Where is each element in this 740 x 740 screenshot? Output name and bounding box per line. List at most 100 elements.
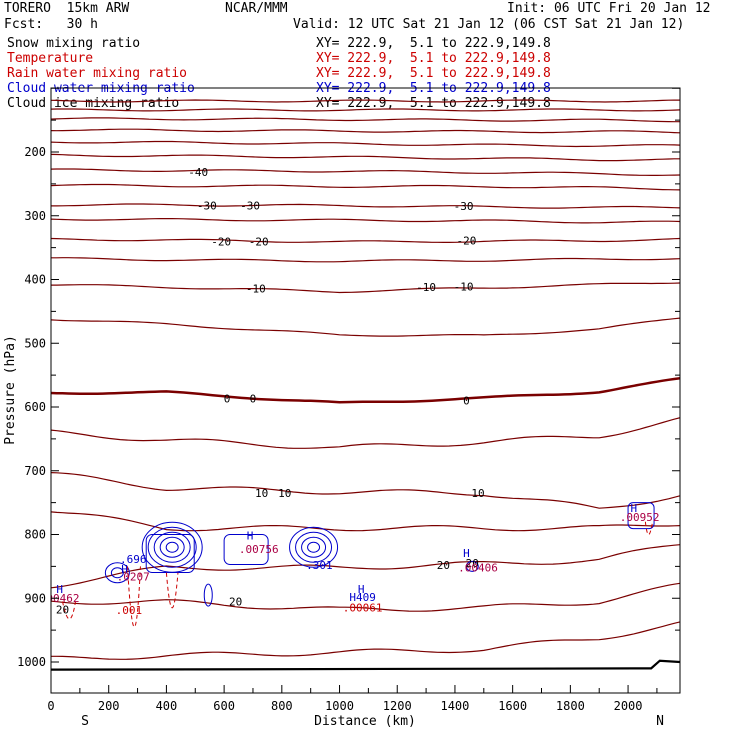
isotherm-label: 20: [56, 604, 69, 617]
header-fcst: Fcst: 30 h: [4, 17, 98, 32]
rain-contour: [165, 572, 179, 609]
isotherm-label: 10: [471, 487, 484, 500]
x-tick-label: 2000: [614, 699, 643, 713]
x-tick-label: 800: [271, 699, 293, 713]
isotherm--65: [51, 108, 680, 112]
field-xy-snow: XY= 222.9, 5.1 to 222.9,149.8: [316, 36, 551, 51]
cloud-water-contour: [465, 560, 479, 572]
isotherm--15: [51, 257, 680, 263]
x-tick-label: 1800: [556, 699, 585, 713]
y-tick-label: 500: [24, 336, 46, 350]
field-name-snow: Snow mixing ratio: [7, 36, 141, 51]
isotherm-label: -30: [197, 200, 217, 213]
plot-frame: [50, 87, 681, 694]
contour-layer: -40 -30 -30 -30 -20 -20 -20 -10 -10 -10 0 0 0 10 10 10 2…: [40, 99, 680, 671]
x-tick-label: 200: [98, 699, 120, 713]
max-marker-label: H: [56, 583, 63, 596]
field-name-cloud-ice: Cloud ice mixing ratio: [7, 96, 180, 111]
x-tick-label: 600: [213, 699, 235, 713]
field-xy-temperature: XY= 222.9, 5.1 to 222.9,149.8: [316, 51, 551, 66]
isotherm-label: -10: [246, 282, 266, 295]
header-model: TORERO 15km ARW: [4, 1, 130, 16]
cloud-water-contour: [145, 534, 195, 573]
isotherm-20: [51, 544, 680, 589]
isotherm--35: [51, 183, 680, 191]
rain-contour: [644, 521, 654, 535]
isotherm-15: [51, 511, 680, 532]
x-tick-label: 400: [156, 699, 178, 713]
y-tick-label: 700: [24, 464, 46, 478]
header-valid: Valid: 12 UTC Sat 21 Jan 12 (06 CST Sat …: [293, 17, 685, 32]
isotherm-10: [51, 472, 680, 509]
cloud-water-contour: [627, 502, 655, 530]
isotherm--60: [51, 117, 680, 123]
value-label: .301: [306, 559, 333, 572]
cloud-water-contour: [110, 567, 124, 579]
cloud-water-contour: [295, 531, 333, 563]
isotherm-label: -30: [454, 200, 474, 213]
field-xy-cloud-ice: XY= 222.9, 5.1 to 222.9,149.8: [316, 96, 551, 111]
isotherm-label: 0: [463, 395, 470, 408]
isotherm-label: 0: [224, 393, 231, 406]
cloud-water-contour: [147, 526, 197, 568]
field-xy-rain: XY= 222.9, 5.1 to 222.9,149.8: [316, 66, 551, 81]
max-marker-label: H: [358, 583, 365, 596]
isotherm-label: 10: [255, 487, 268, 500]
y-tick-label: 300: [24, 209, 46, 223]
cloud-water-contour: [165, 541, 179, 553]
isotherm--40: [51, 168, 680, 176]
x-tick-label: 1200: [383, 699, 412, 713]
cloud-water-contour: [153, 531, 191, 563]
y-tick-label: 800: [24, 528, 46, 542]
isotherm--5: [51, 317, 680, 337]
cloud-water-contour: [301, 536, 327, 558]
isotherm-0: [51, 376, 680, 404]
isotherm-label: 0: [250, 393, 257, 406]
cloud-water-contour: [203, 583, 213, 607]
value-label: .001: [116, 604, 143, 617]
value-label: .00756: [239, 543, 279, 556]
field-name-rain: Rain water mixing ratio: [7, 66, 188, 81]
field-name-temperature: Temperature: [7, 51, 94, 66]
value-label: .0207: [117, 570, 150, 583]
max-marker-label: H: [121, 563, 128, 576]
isotherm--25: [51, 218, 680, 224]
rain-contour: [126, 566, 141, 628]
x-axis-label: Distance (km): [314, 714, 416, 729]
x-tick-label: 1400: [440, 699, 469, 713]
value-label: .00462: [40, 592, 80, 605]
value-label: .00061: [343, 602, 383, 615]
y-tick-label: 1000: [17, 655, 46, 669]
isotherm-25: [51, 582, 680, 612]
y-tick-label: 600: [24, 400, 46, 414]
max-marker-label: H: [463, 547, 470, 560]
cloud-water-contour: [289, 526, 339, 568]
isotherm-label: -20: [211, 235, 231, 248]
isotherm-label: -20: [249, 235, 269, 248]
isotherm--70: [51, 99, 680, 103]
y-tick-label: 200: [24, 145, 46, 159]
max-marker-label: H: [247, 530, 254, 543]
x-tick-label: 0: [47, 699, 54, 713]
header-center: NCAR/MMM: [225, 1, 288, 16]
isotherm--55: [51, 128, 680, 134]
isotherm--30: [51, 203, 680, 209]
isotherm-30: [51, 621, 680, 660]
value-label: .00406: [458, 561, 498, 574]
isotherm-label: -40: [188, 166, 208, 179]
isotherm-label: 20: [466, 557, 479, 570]
isotherm--45: [51, 153, 680, 162]
isotherm-5: [51, 417, 680, 449]
surface-line: [51, 659, 680, 671]
isotherm-label: 20: [437, 559, 450, 572]
value-label: .00952: [620, 511, 660, 524]
x-end-label-left: S: [81, 714, 89, 729]
header-init: Init: 06 UTC Fri 20 Jan 12: [507, 1, 711, 16]
x-end-label-right: N: [656, 714, 664, 729]
y-tick-label: 400: [24, 273, 46, 287]
value-label: H409: [349, 591, 376, 604]
cloud-water-contour: [104, 562, 130, 584]
y-axis-label: Pressure (hPa): [3, 335, 18, 445]
isotherm-label: -30: [240, 200, 260, 213]
